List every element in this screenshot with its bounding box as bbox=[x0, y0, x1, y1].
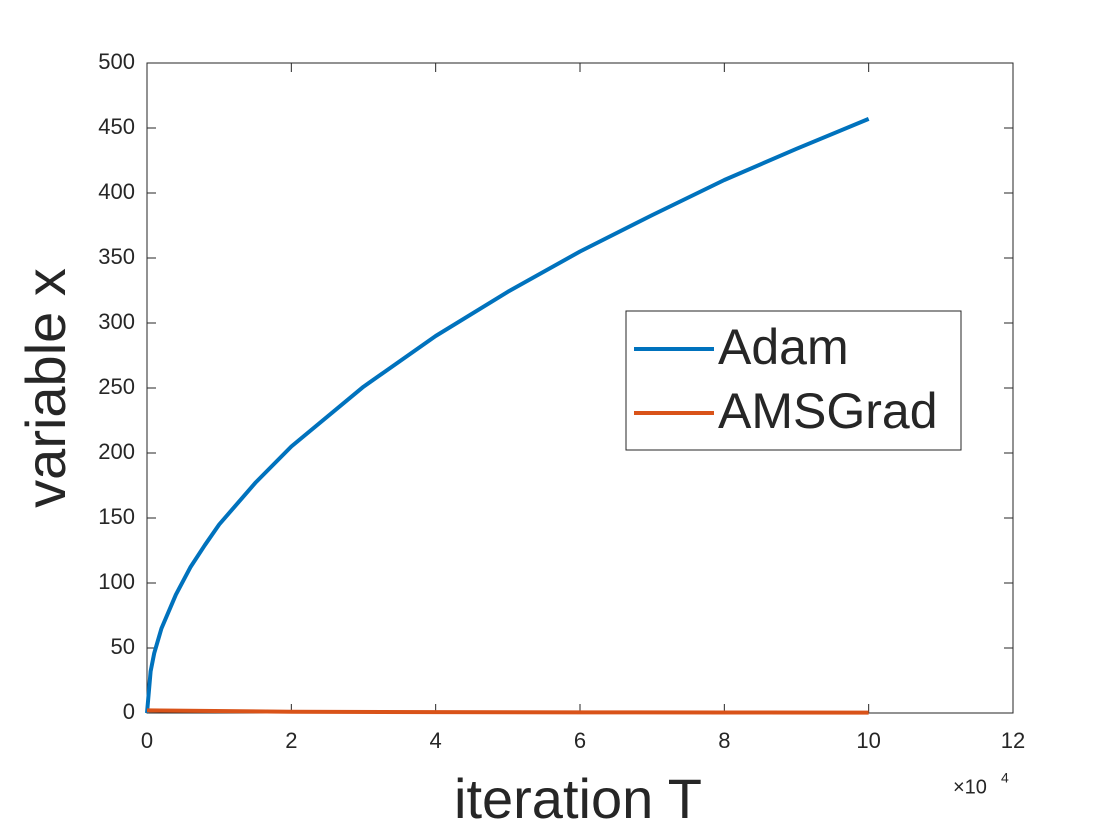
x-exponent-base: ×10 bbox=[953, 776, 987, 798]
y-tick-label: 0 bbox=[123, 699, 135, 724]
y-tick-label: 250 bbox=[98, 374, 135, 399]
data-line bbox=[146, 708, 869, 715]
x-tick-label: 10 bbox=[856, 728, 880, 753]
legend-label: AMSGrad bbox=[718, 383, 938, 439]
y-axis-label: variable x bbox=[14, 268, 77, 508]
y-tick-label: 200 bbox=[98, 439, 135, 464]
y-tick-label: 100 bbox=[98, 569, 135, 594]
y-tick-label: 50 bbox=[111, 634, 135, 659]
y-tick-label: 450 bbox=[98, 114, 135, 139]
x-tick-label: 4 bbox=[430, 728, 442, 753]
legend-box bbox=[625, 310, 962, 451]
x-tick-label: 0 bbox=[141, 728, 153, 753]
y-tick-label: 500 bbox=[98, 49, 135, 74]
x-axis-label: iteration T bbox=[454, 767, 702, 830]
x-tick-label: 6 bbox=[574, 728, 586, 753]
y-tick-label: 150 bbox=[98, 504, 135, 529]
legend-label: Adam bbox=[718, 319, 849, 375]
y-tick-label: 350 bbox=[98, 244, 135, 269]
y-tick-label: 300 bbox=[98, 309, 135, 334]
x-tick-label: 12 bbox=[1001, 728, 1025, 753]
data-line bbox=[145, 117, 870, 714]
x-tick-label: 8 bbox=[718, 728, 730, 753]
y-tick-label: 400 bbox=[98, 179, 135, 204]
x-tick-label: 2 bbox=[285, 728, 297, 753]
x-exponent: 4 bbox=[1001, 770, 1009, 786]
